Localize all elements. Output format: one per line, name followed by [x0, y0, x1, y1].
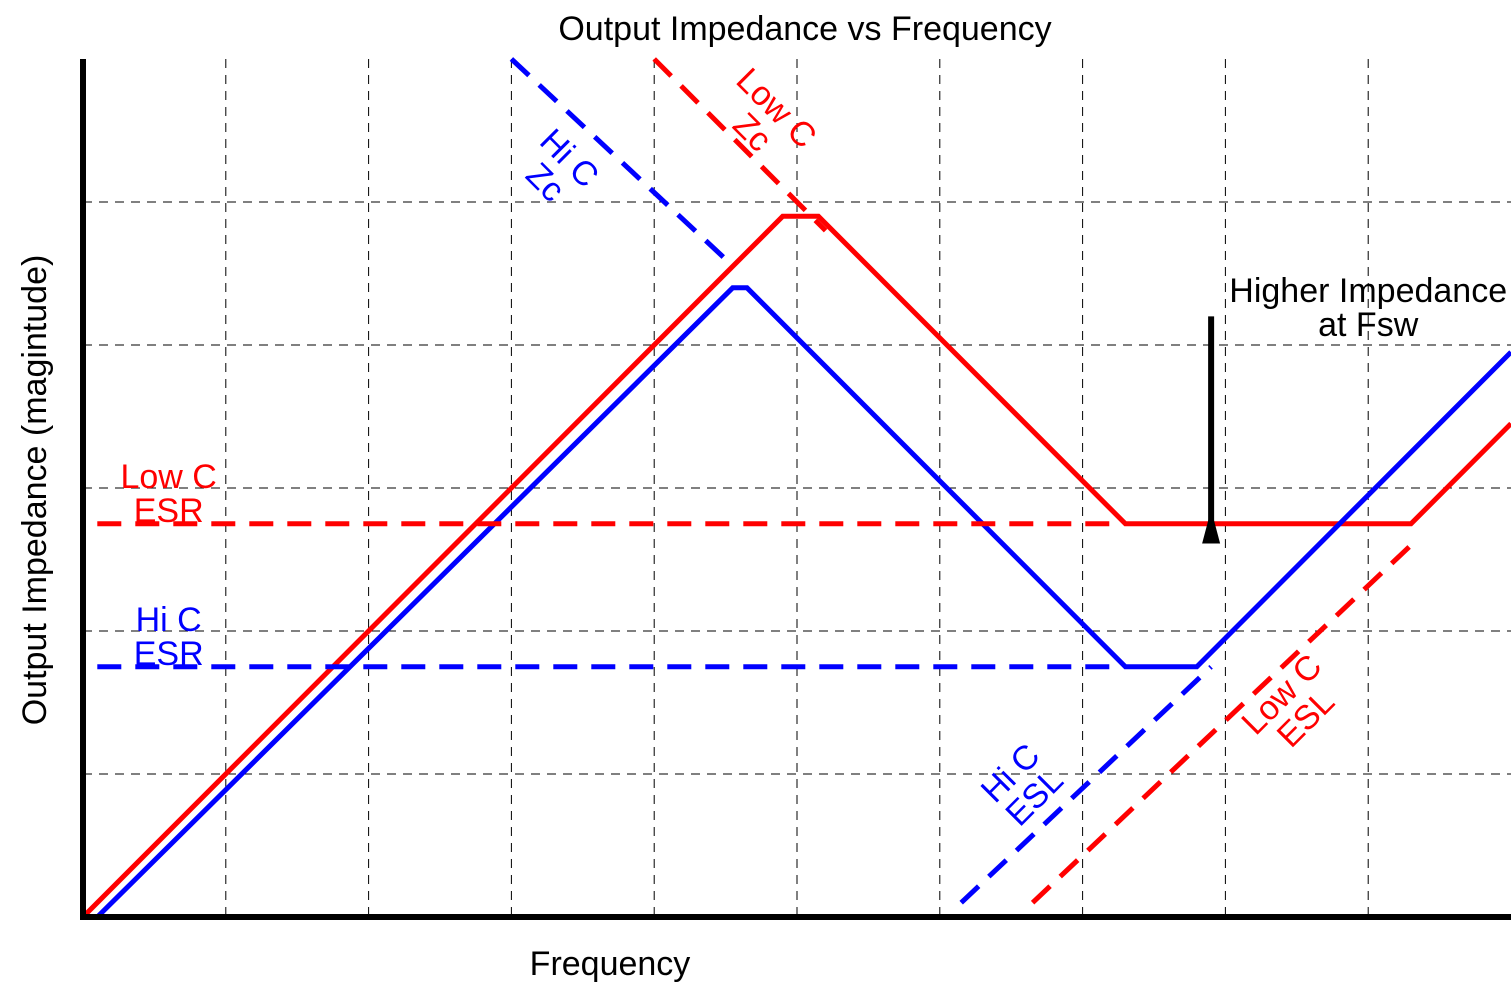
annotation-higher-impedance: Higher Impedance at Fsw	[1229, 272, 1507, 344]
series-line-1	[81, 213, 1511, 919]
annotation-line: ESR	[134, 635, 204, 673]
annotation-low-c-esr: Low C ESR	[120, 458, 216, 530]
annotation-arrow-head	[1202, 509, 1221, 544]
annotation-low-c-zc: Low CZc	[705, 61, 824, 180]
annotation-line: ESR	[134, 492, 204, 530]
chart-title: Output Impedance vs Frequency	[558, 10, 1051, 48]
annotation-hi-c-esl: Hi CESL	[974, 737, 1072, 835]
series-line-6	[509, 57, 728, 262]
series-line-7	[959, 664, 1213, 905]
series-group	[81, 57, 1511, 919]
annotation-line: Hi C	[136, 601, 202, 639]
annotation-low-c-esl: Low CESL	[1234, 647, 1353, 766]
annotation-hi-c-zc: Hi CZc	[508, 122, 606, 220]
y-axis-label: Output Impedance (magintude)	[16, 255, 54, 726]
axes	[80, 59, 1511, 920]
annotation-line: at Fsw	[1318, 306, 1419, 344]
series-line-8	[1030, 543, 1413, 905]
grid	[83, 59, 1511, 917]
annotation-line: Higher Impedance	[1229, 272, 1507, 310]
annotation-line: Low C	[120, 458, 216, 496]
annotation-hi-c-esr: Hi C ESR	[134, 601, 204, 673]
series-line-2	[95, 285, 1511, 919]
series-line-5	[652, 57, 828, 233]
x-axis-label: Frequency	[530, 945, 691, 983]
